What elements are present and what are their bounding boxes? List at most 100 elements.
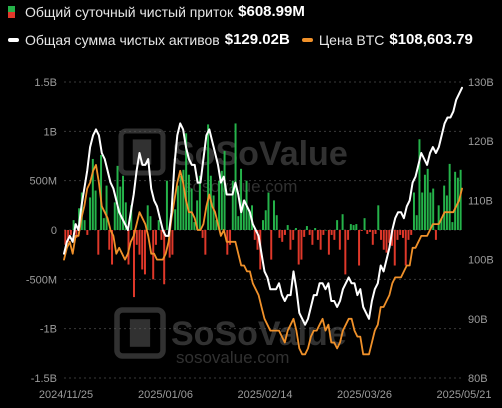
bar (440, 218, 443, 230)
bar (443, 185, 446, 230)
net-assets-line (63, 86, 463, 326)
legend-btc-value: $108,603.79 (389, 31, 473, 48)
bar (248, 210, 251, 230)
bar (91, 158, 94, 230)
bar (459, 169, 462, 230)
bar (454, 171, 457, 230)
x-tick-label: 2024/11/25 (39, 389, 93, 401)
legend-assets-btc: Общая сумма чистых активов $129.02B Цена… (8, 31, 473, 48)
bar (426, 168, 429, 230)
legend-assets-value: $129.02B (224, 31, 290, 48)
y-right-tick-label: 90B (468, 314, 488, 326)
y-left-tick-label: 1B (44, 126, 57, 138)
bar (316, 230, 319, 240)
x-tick-label: 2025/02/14 (237, 389, 292, 401)
bar (253, 230, 256, 240)
bar (399, 230, 402, 235)
bar (325, 230, 328, 231)
bar (111, 230, 114, 265)
bar (149, 216, 152, 230)
btc-line-swatch-icon (301, 37, 313, 42)
bar (80, 192, 83, 230)
bar (311, 230, 314, 245)
bar (138, 230, 141, 255)
bar (165, 180, 168, 230)
bar (182, 169, 185, 230)
bar (97, 230, 100, 255)
bar (319, 230, 322, 250)
bar (69, 230, 72, 235)
watermark-logo-frame (114, 307, 166, 359)
bar (305, 226, 308, 230)
bar (122, 175, 125, 230)
bar (67, 230, 70, 242)
bar (174, 209, 177, 230)
bar (347, 230, 350, 240)
watermark-logo-core (129, 319, 151, 347)
bar (393, 230, 396, 266)
legend-inflow: Общий суточный чистый приток $608.99M (8, 3, 305, 20)
bar (415, 215, 418, 230)
x-tick-label: 2025/05/21 (436, 389, 491, 401)
bar (336, 220, 339, 230)
bar (223, 151, 226, 230)
bar (119, 186, 122, 230)
bar (127, 230, 130, 265)
bar (272, 200, 275, 230)
bar (86, 230, 89, 235)
y-right-axis: 130B 120B 110B 100B 90B 80B (468, 77, 494, 385)
bar (358, 230, 361, 266)
bar (418, 139, 421, 230)
bar (229, 230, 232, 245)
bar (327, 230, 330, 255)
bar (102, 218, 105, 230)
bar (380, 230, 383, 240)
watermark-logo-icon (118, 128, 166, 176)
assets-line-swatch-icon (8, 37, 19, 42)
btc-price-line (63, 163, 463, 356)
bar (278, 230, 281, 238)
legend-assets-label: Общая сумма чистых активов (25, 31, 220, 48)
bar (196, 200, 199, 230)
bar (369, 230, 372, 232)
bar (220, 170, 223, 230)
bar (360, 230, 363, 231)
bar (289, 230, 292, 250)
bar (303, 230, 306, 237)
bar (198, 175, 201, 230)
bar (143, 230, 146, 275)
bar (146, 205, 149, 230)
y-left-axis: 1.5B 1B 500M 0 -500M -1B -1.5B (26, 77, 57, 385)
bar (451, 222, 454, 230)
bar (105, 185, 108, 230)
bar (385, 230, 388, 253)
bar (231, 180, 234, 230)
bar (374, 230, 377, 234)
legend-btc-label: Цена BTC (318, 31, 385, 48)
legend-inflow-value: $608.99M (238, 3, 305, 20)
bar (421, 192, 424, 230)
bar (377, 205, 380, 230)
bar (124, 202, 127, 230)
bar (160, 230, 163, 240)
bar (434, 230, 437, 240)
bar (330, 230, 333, 235)
bar (308, 230, 311, 235)
bar (355, 224, 358, 230)
bar (382, 230, 385, 250)
bar (204, 230, 207, 255)
bar (275, 215, 278, 230)
bar (133, 230, 135, 298)
bar (300, 230, 303, 260)
watermark-logo-icon (114, 307, 166, 359)
bar (215, 220, 218, 230)
x-axis: 2024/11/25 2025/01/06 2025/02/14 2025/03/26… (39, 389, 492, 401)
bar (234, 123, 237, 230)
bar (349, 224, 352, 230)
bar (168, 230, 171, 258)
watermark-brand: SoSoValue (171, 315, 347, 353)
bar (240, 168, 243, 230)
bar-series (64, 123, 462, 298)
bar (286, 225, 289, 230)
